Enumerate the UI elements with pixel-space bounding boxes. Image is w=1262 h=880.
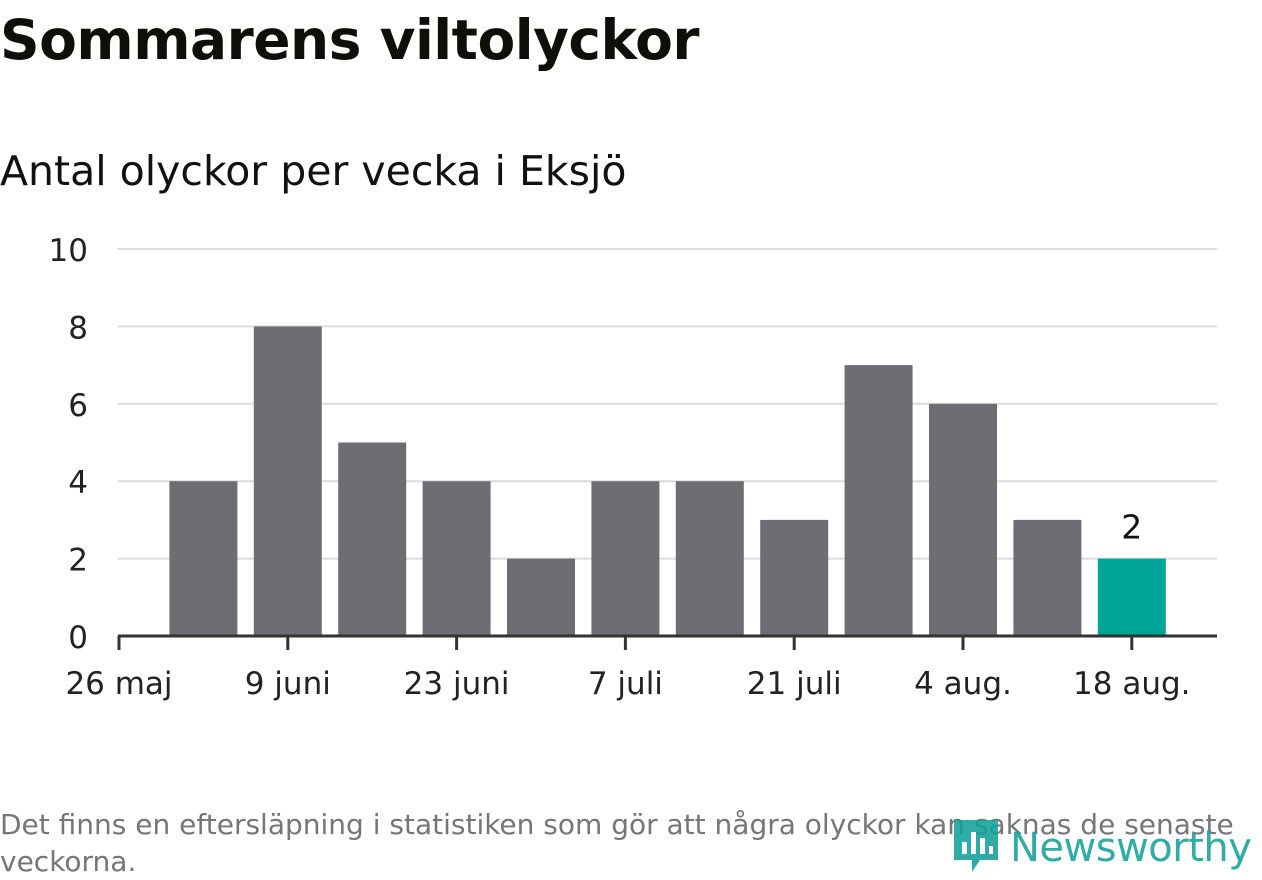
bars [169, 326, 1166, 636]
bar-11-aug- [1013, 519, 1082, 636]
x-tick-label: 26 maj [65, 666, 172, 702]
bar-7-juli [591, 481, 660, 636]
bar-30-juni [507, 558, 575, 636]
bar-chart: 0 2 4 6 8 10 26 maj 9 juni 23 juni 7 juli 21 juli… [49, 233, 1217, 702]
bar-21-juli [760, 519, 829, 636]
data-label: 2 [1121, 508, 1142, 547]
bar-28-juli [844, 365, 913, 636]
newsworthy-logo: Newsworthy [950, 816, 1252, 880]
x-axis-labels: 26 maj 9 juni 23 juni 7 juli 21 juli 4 aug. 18… [65, 666, 1190, 702]
x-tick-label: 21 juli [747, 666, 842, 702]
chart-title: Sommarens viltolyckor [0, 8, 700, 72]
bar-14-juli [675, 481, 744, 636]
bar-18-aug- [1097, 558, 1166, 636]
y-tick-label: 8 [68, 310, 88, 346]
x-axis [117, 634, 1217, 650]
chart-subtitle: Antal olyckor per vecka i Eksjö [0, 147, 627, 195]
x-tick-label: 9 juni [245, 666, 331, 702]
y-tick-label: 2 [68, 543, 88, 579]
y-axis-labels: 0 2 4 6 8 10 [49, 233, 88, 656]
y-tick-label: 6 [68, 388, 88, 424]
data-labels: 2 [1121, 508, 1142, 547]
bar-16-juni [338, 442, 407, 636]
x-tick-label: 4 aug. [914, 666, 1012, 702]
bar-2-juni [169, 481, 238, 636]
footnote: Det finns en eftersläpning i statistiken… [0, 808, 1234, 878]
x-tick-label: 7 juli [588, 666, 663, 702]
newsworthy-bar-chart-icon [950, 816, 1002, 880]
bar-4-aug- [929, 403, 997, 636]
x-tick-label: 23 juni [404, 666, 510, 702]
bar-9-juni [253, 326, 322, 636]
x-tick-label: 18 aug. [1073, 666, 1190, 702]
bar-23-juni [422, 481, 491, 636]
y-tick-label: 4 [68, 465, 88, 501]
y-tick-label: 10 [49, 233, 88, 269]
y-tick-label: 0 [68, 620, 88, 656]
logo-text: Newsworthy [1010, 825, 1252, 871]
